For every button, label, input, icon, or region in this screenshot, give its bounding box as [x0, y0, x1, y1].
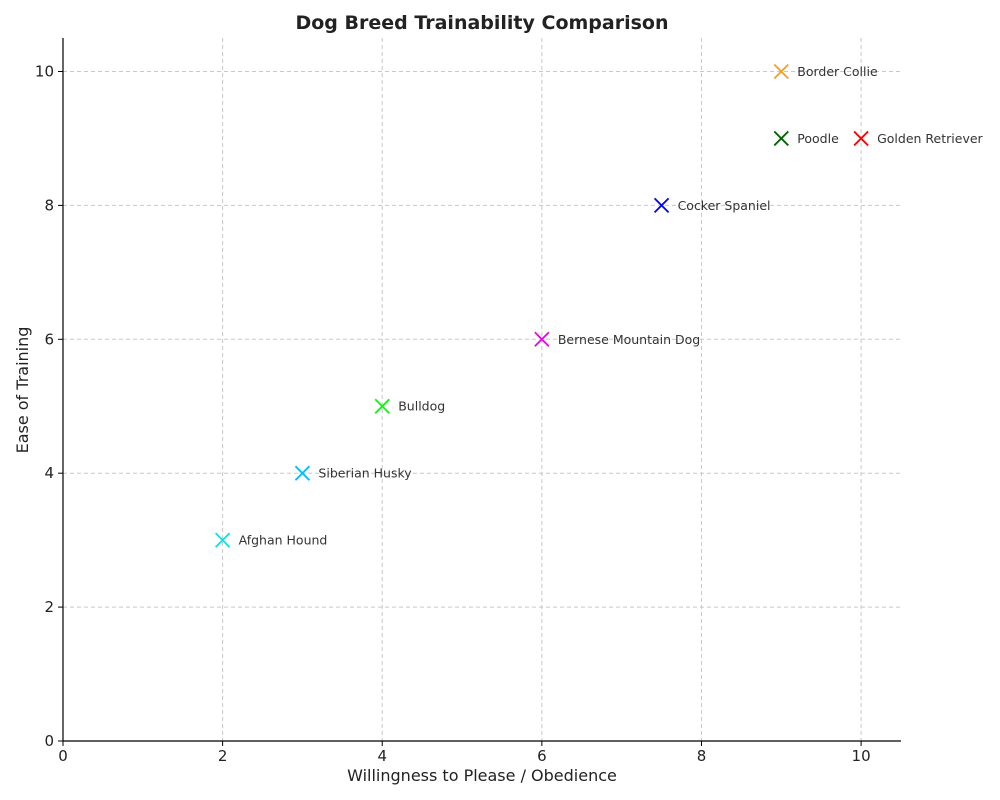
- data-point: Bernese Mountain Dog: [534, 331, 700, 347]
- y-tick-label: 8: [44, 196, 54, 214]
- x-marker: [534, 331, 550, 347]
- x-tick-label: 2: [218, 747, 228, 765]
- x-marker: [773, 63, 789, 80]
- point-label: Bernese Mountain Dog: [558, 332, 700, 347]
- point-label: Border Collie: [797, 64, 878, 79]
- y-axis-label: Ease of Training: [13, 327, 32, 454]
- x-tick-label: 0: [58, 747, 68, 765]
- y-tick-label: 2: [44, 598, 54, 616]
- chart-title: Dog Breed Trainability Comparison: [295, 12, 668, 34]
- data-point: Cocker Spaniel: [653, 197, 771, 214]
- x-tick-label: 8: [697, 747, 707, 765]
- x-marker: [773, 130, 789, 147]
- y-tick-label: 4: [44, 464, 54, 482]
- data-points: Border Collie Poodle Golden Retriever Cocke…: [214, 63, 984, 548]
- point-label: Poodle: [797, 131, 839, 146]
- x-marker: [653, 197, 670, 214]
- x-tick-label: 4: [377, 747, 387, 765]
- data-point: Afghan Hound: [214, 532, 328, 548]
- data-point: Poodle: [773, 130, 839, 147]
- x-marker: [853, 130, 869, 147]
- data-point: Bulldog: [374, 398, 445, 414]
- y-tick-label: 0: [44, 732, 54, 750]
- data-point: Siberian Husky: [294, 465, 412, 481]
- x-axis-label: Willingness to Please / Obedience: [347, 766, 617, 785]
- data-point: Border Collie: [773, 63, 878, 80]
- point-label: Golden Retriever: [877, 131, 983, 146]
- data-point: Golden Retriever: [853, 130, 984, 147]
- y-tick-label: 6: [44, 330, 54, 348]
- axes: [58, 38, 901, 746]
- x-marker: [214, 532, 231, 548]
- x-marker: [374, 398, 390, 414]
- tick-labels: 0 2 4 6 8 10 0 2 4 6 8 10: [35, 62, 871, 765]
- point-label: Cocker Spaniel: [678, 198, 771, 213]
- x-tick-label: 6: [537, 747, 547, 765]
- y-tick-label: 10: [35, 62, 54, 80]
- x-tick-label: 10: [852, 747, 871, 765]
- point-label: Siberian Husky: [318, 466, 412, 481]
- x-marker: [294, 465, 311, 481]
- point-label: Afghan Hound: [239, 533, 328, 548]
- point-label: Bulldog: [398, 399, 445, 414]
